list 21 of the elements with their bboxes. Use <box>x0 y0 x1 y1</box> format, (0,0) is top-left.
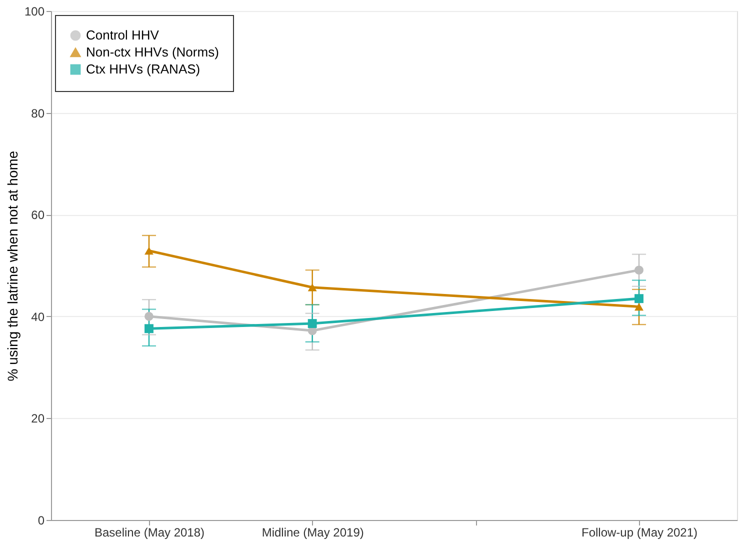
point <box>144 324 154 334</box>
x-tick-label: Baseline (May 2018) <box>94 526 205 540</box>
x-tick-label: Midline (May 2019) <box>262 526 364 540</box>
point <box>308 319 317 328</box>
point <box>144 246 154 255</box>
legend-label: Ctx HHVs (RANAS) <box>86 62 200 76</box>
y-tick-label: 0 <box>38 514 45 528</box>
legend-label: Control HHV <box>86 28 160 42</box>
y-tick-label: 100 <box>24 4 45 18</box>
y-tick-label: 40 <box>31 310 45 324</box>
point <box>634 294 644 304</box>
point <box>308 284 317 292</box>
y-tick-label: 20 <box>31 412 45 426</box>
point <box>634 302 644 311</box>
y-tick-label: 80 <box>31 106 45 120</box>
x-tick-label: Follow-up (May 2021) <box>581 526 698 540</box>
y-tick-label: 60 <box>31 208 45 222</box>
point <box>144 312 154 321</box>
legend-label: Non-ctx HHVs (Norms) <box>86 44 219 60</box>
y-axis-title: % using the latrine when not at home <box>4 150 20 382</box>
point <box>634 266 644 275</box>
